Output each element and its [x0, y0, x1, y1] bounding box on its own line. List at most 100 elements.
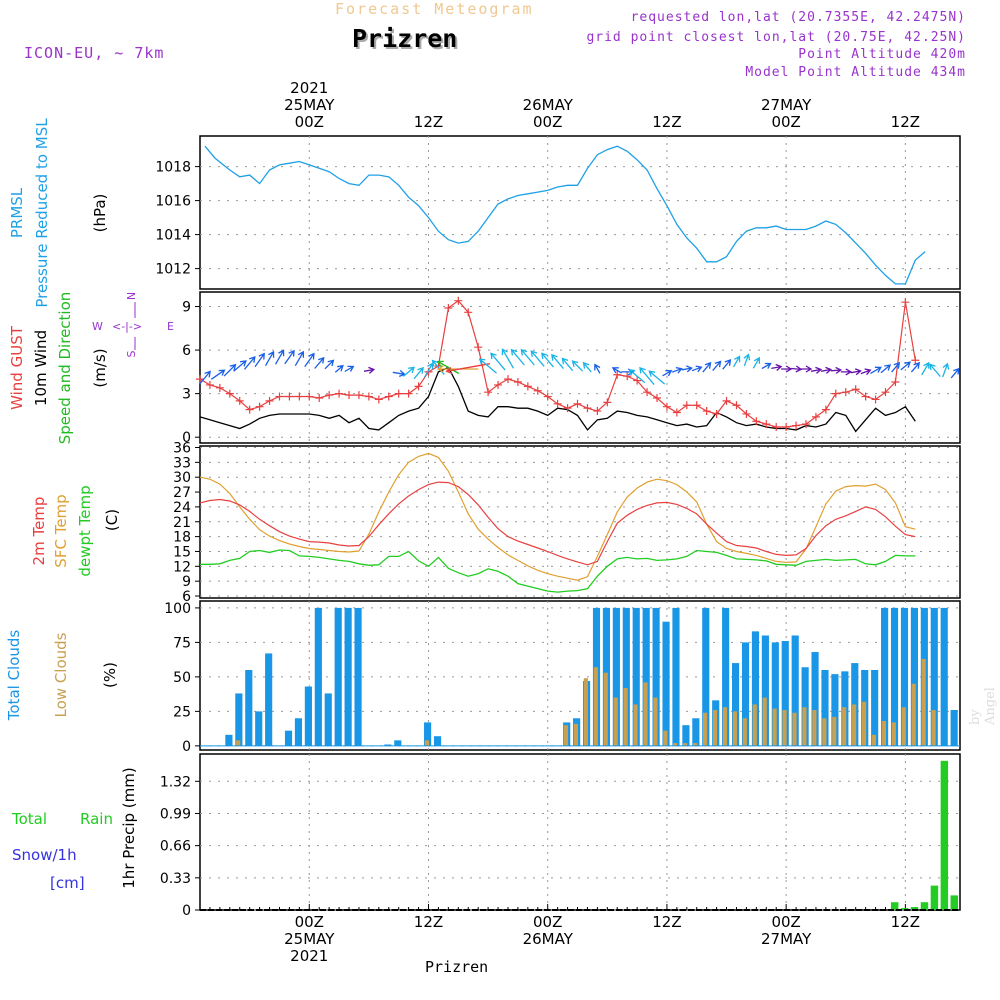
total-cloud-bar [791, 635, 799, 746]
wind-gust-marker [583, 404, 592, 413]
wind-direction-arrow [900, 361, 911, 371]
wind-gust-marker [623, 372, 632, 381]
low-cloud-bar [881, 721, 886, 746]
temperature-ytick-label: 18 [173, 530, 191, 546]
wind-gust-marker [652, 393, 661, 402]
total-cloud-bar [771, 642, 779, 746]
wind-direction-arrow [639, 366, 655, 386]
total-cloud-bar [781, 641, 789, 746]
wind-gust-marker [364, 392, 373, 401]
temperature-ytick-label: 12 [173, 559, 191, 575]
wind-gust-marker [722, 396, 731, 405]
low-cloud-bar [921, 658, 926, 746]
wind-gust-marker [265, 396, 274, 405]
temp-2m-line [199, 481, 916, 566]
wind-direction-arrow [392, 370, 406, 378]
low-cloud-bar [712, 709, 718, 746]
low-cloud-bar [871, 734, 877, 746]
wind-gust-marker [752, 417, 761, 426]
wind-direction-arrow [582, 361, 592, 373]
total-cloud-bar [801, 667, 809, 746]
total-cloud-bar [702, 607, 710, 746]
low-cloud-bar [702, 712, 708, 746]
wind-direction-arrow [199, 370, 211, 385]
low-cloud-bar [693, 743, 698, 746]
wind-direction-arrow [264, 350, 275, 367]
wind-direction-arrow [436, 360, 460, 375]
low-cloud-bar [822, 718, 827, 746]
temperature-ytick-label: 27 [173, 485, 191, 501]
total-cloud-bar [394, 740, 402, 746]
top-time-label: 27MAY [761, 96, 812, 114]
rain-bar [920, 902, 929, 910]
wind-gust-marker [384, 392, 393, 401]
low-cloud-bar [812, 709, 817, 746]
wind-direction-arrow [223, 363, 237, 377]
wind-ytick-label: 0 [182, 430, 191, 446]
grid-point-coords: grid point closest lon,lat (20.75E, 42.2… [586, 30, 966, 45]
total-cloud-bar [622, 607, 630, 746]
total-cloud-bar [940, 607, 948, 746]
wind-axis-title: 10m Wind [32, 330, 50, 406]
wind-direction-arrow [910, 361, 921, 373]
wind-gust-marker [464, 308, 473, 317]
total-cloud-bar [930, 607, 938, 746]
precipitation-panel-frame [199, 753, 961, 911]
precipitation-ytick-label: 0 [182, 903, 191, 919]
wind-direction-arrow [732, 355, 741, 368]
low-cloud-bar [931, 709, 936, 746]
total-cloud-bar [433, 736, 442, 746]
pressure-ytick-label: 1014 [155, 228, 191, 244]
total-cloud-bar [354, 607, 362, 746]
wind-ytick-label: 6 [182, 343, 191, 359]
wind-gust-marker [454, 296, 463, 305]
wind-direction-arrow [520, 348, 535, 366]
sfc-temp-line [199, 452, 916, 581]
pressure-unit: (hPa) [91, 194, 109, 233]
low-cloud-bar [633, 704, 638, 746]
top-time-label: 2021 [290, 79, 328, 97]
wind-gust-marker [245, 405, 254, 414]
rain-bar [950, 895, 959, 910]
wind-direction-arrow [801, 365, 813, 373]
wind-gust-marker [891, 378, 900, 387]
wind-gust-axis-title: Wind GUST [8, 325, 26, 410]
wind-direction-arrow [561, 357, 574, 372]
wind-direction-arrow [860, 368, 872, 376]
top-time-label: 12Z [891, 113, 920, 131]
pressure-ytick-label: 1016 [155, 194, 191, 210]
wind-direction-arrow [870, 366, 882, 374]
total-cloud-bar [881, 607, 889, 746]
rain-bar [930, 885, 939, 910]
total-cloud-bar [900, 607, 909, 746]
wind-speed-line [199, 366, 916, 433]
wind-direction-arrow [490, 352, 506, 371]
low-cloud-bar [653, 697, 658, 746]
wind-gust-marker [672, 408, 681, 417]
wind-gust-marker [335, 389, 344, 398]
pressure-panel-frame [199, 135, 961, 290]
temperature-ytick-label: 33 [173, 455, 191, 471]
rain-bar [910, 907, 919, 910]
requested-coords: requested lon,lat (20.7355E, 42.2475N) [630, 10, 966, 25]
clouds-ytick-label: 75 [173, 635, 191, 651]
precip-snow-unit: [cm] [50, 874, 85, 892]
compass-west: W [92, 320, 103, 333]
low-cloud-bar [623, 687, 628, 746]
total-cloud-bar [612, 607, 620, 746]
total-cloud-bar [682, 725, 690, 746]
bottom-time-label: 27MAY [761, 930, 812, 948]
total-cloud-bar [652, 607, 660, 746]
wind-direction-arrow [628, 368, 646, 384]
wind-gust-marker [841, 388, 850, 397]
wind-direction-arrow [445, 363, 491, 375]
wind-direction-arrow [324, 359, 335, 370]
temperature-ytick-label: 21 [173, 515, 191, 531]
model-altitude: Model Point Altitude 434m [745, 65, 966, 80]
wind-direction-arrow [771, 363, 783, 371]
wind-gust-marker [225, 389, 234, 398]
wind-direction-arrow [334, 364, 344, 373]
wind-direction-arrow [363, 366, 376, 374]
total-cloud-bar [314, 607, 322, 746]
